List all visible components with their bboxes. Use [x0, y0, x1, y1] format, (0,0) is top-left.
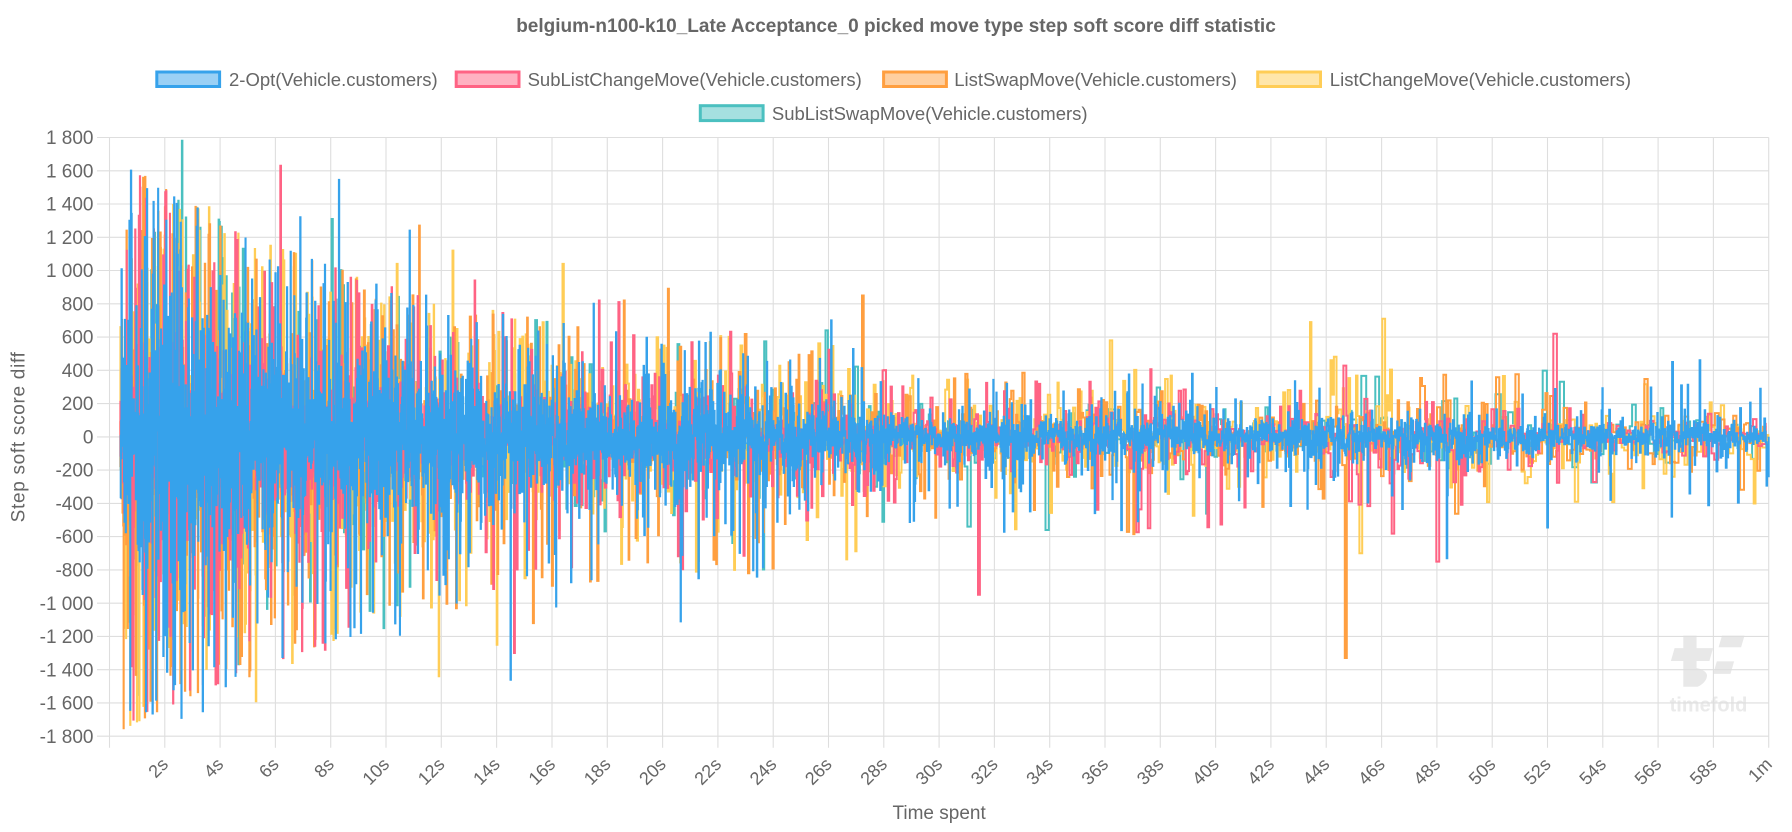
svg-text:-600: -600 [55, 527, 93, 548]
svg-text:belgium-n100-k10_Late Acceptan: belgium-n100-k10_Late Acceptance_0 picke… [516, 16, 1276, 37]
svg-text:-800: -800 [55, 561, 93, 582]
svg-text:-1 400: -1 400 [40, 660, 94, 681]
svg-text:0: 0 [83, 428, 94, 449]
svg-text:-1 000: -1 000 [40, 594, 94, 615]
svg-text:SubListSwapMove(Vehicle.custom: SubListSwapMove(Vehicle.customers) [772, 103, 1088, 124]
svg-text:1 000: 1 000 [46, 261, 94, 282]
svg-text:ListChangeMove(Vehicle.custome: ListChangeMove(Vehicle.customers) [1330, 69, 1631, 90]
svg-text:SubListChangeMove(Vehicle.cust: SubListChangeMove(Vehicle.customers) [528, 69, 862, 90]
svg-text:-1 800: -1 800 [40, 727, 94, 748]
svg-text:1 400: 1 400 [46, 195, 94, 216]
svg-text:1 600: 1 600 [46, 161, 94, 182]
svg-text:ListSwapMove(Vehicle.customers: ListSwapMove(Vehicle.customers) [954, 69, 1237, 90]
svg-text:-400: -400 [55, 494, 93, 515]
svg-text:1 800: 1 800 [46, 128, 94, 149]
svg-text:-1 600: -1 600 [40, 694, 94, 715]
svg-text:timefold: timefold [1670, 695, 1748, 717]
svg-text:-200: -200 [55, 461, 93, 482]
svg-text:400: 400 [62, 361, 94, 382]
svg-text:Time spent: Time spent [892, 803, 986, 824]
svg-text:200: 200 [62, 394, 94, 415]
svg-text:600: 600 [62, 328, 94, 349]
svg-text:-1 200: -1 200 [40, 627, 94, 648]
svg-text:Step soft score diff: Step soft score diff [8, 351, 29, 522]
svg-text:1 200: 1 200 [46, 228, 94, 249]
svg-text:2-Opt(Vehicle.customers): 2-Opt(Vehicle.customers) [229, 69, 438, 90]
svg-text:800: 800 [62, 294, 94, 315]
